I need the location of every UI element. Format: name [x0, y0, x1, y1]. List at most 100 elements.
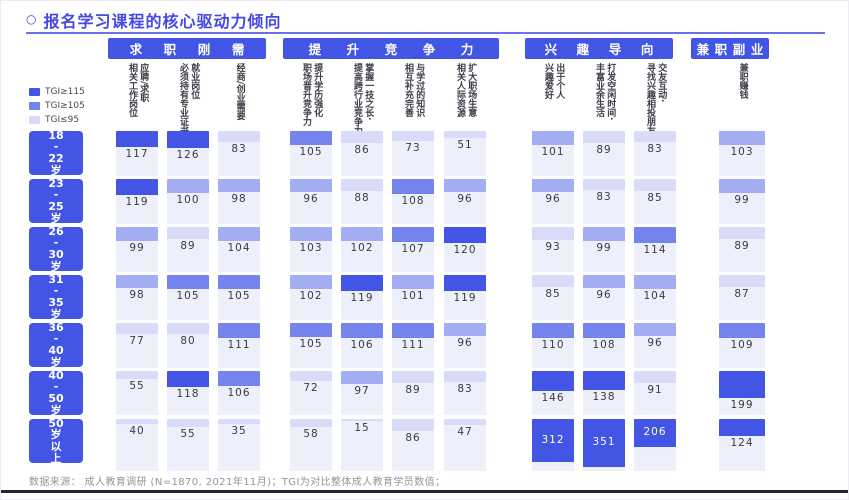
tgi-cell: 83 [444, 371, 486, 415]
tgi-value: 89 [180, 240, 196, 252]
tgi-cell: 96 [290, 179, 332, 224]
tgi-cell: 89 [392, 371, 434, 415]
tgi-value: 85 [545, 288, 561, 300]
tgi-value: 105 [299, 146, 323, 158]
tgi-value: 109 [730, 339, 754, 351]
tgi-value: 86 [405, 432, 421, 444]
tgi-bar [218, 131, 260, 142]
tgi-bar [392, 227, 434, 242]
tgi-cell: 85 [634, 179, 676, 224]
tgi-cell: 104 [634, 275, 676, 320]
tgi-value: 73 [405, 142, 421, 154]
tgi-cell: 98 [218, 179, 260, 224]
group-header-char: 业 [750, 42, 764, 57]
column-label-text: 兼职赚钱 [737, 63, 748, 99]
row-label: 50 岁 以 上 [29, 418, 83, 464]
tgi-value: 35 [231, 425, 247, 437]
tgi-value: 83 [647, 143, 663, 155]
tgi-value: 40 [129, 425, 145, 437]
column-label-text: 掌握一技之长· 提高跨行业竞争力 [352, 63, 374, 135]
group-header-char: 导 [608, 42, 622, 57]
tgi-bar [532, 179, 574, 192]
tgi-bar [634, 275, 676, 289]
row-label: 31 - 35 岁 [29, 274, 83, 320]
tgi-cell: 106 [218, 371, 260, 415]
tgi-bar [341, 227, 383, 241]
tgi-bar [583, 227, 625, 241]
tgi-value: 85 [647, 192, 663, 204]
group-header-char: 需 [231, 42, 245, 57]
tgi-cell: 99 [116, 227, 158, 272]
tgi-cell: 91 [634, 371, 676, 415]
tgi-cell: 114 [634, 227, 676, 272]
tgi-value: 99 [734, 194, 750, 206]
tgi-value: 80 [180, 335, 196, 347]
tgi-value: 96 [596, 289, 612, 301]
tgi-cell: 119 [116, 179, 158, 224]
tgi-bar [218, 179, 260, 192]
group-header-char: 兴 [544, 42, 558, 57]
group-header: 兼职副业 [691, 38, 769, 59]
column-label-text: 出于个人 兴趣爱好 [543, 63, 565, 99]
tgi-value: 101 [401, 290, 425, 302]
tgi-cell: 96 [583, 275, 625, 320]
tgi-bar [116, 419, 158, 424]
tgi-cell: 96 [444, 179, 486, 224]
column-label: 交友互动· 寻找兴趣相投朋友 [634, 63, 676, 135]
group-header: 求职刚需 [108, 38, 266, 59]
tgi-cell: 117 [116, 131, 158, 176]
tgi-value: 98 [129, 289, 145, 301]
tgi-value: 101 [541, 146, 565, 158]
tgi-bar [341, 323, 383, 338]
tgi-value: 89 [596, 144, 612, 156]
tgi-cell: 109 [719, 323, 765, 368]
legend-swatch [29, 102, 40, 110]
tgi-cell: 101 [392, 275, 434, 320]
tgi-bar [167, 323, 209, 334]
tgi-bar [290, 131, 332, 145]
column-label: 与学过的知识 相互补充完善 [392, 63, 434, 117]
column-label: 掌握一技之长· 提高跨行业竞争力 [341, 63, 383, 135]
row-label: 26 - 30 岁 [29, 226, 83, 272]
tgi-bar [583, 179, 625, 190]
column-label: 打发空闲时间· 丰富业余生活 [583, 63, 625, 120]
row-label: 40 - 50 岁 [29, 370, 83, 416]
tgi-bar [341, 179, 383, 191]
tgi-cell: 15 [341, 419, 383, 471]
tgi-cell: 98 [116, 275, 158, 320]
group-header: 兴趣导向 [525, 38, 673, 59]
tgi-bar [444, 131, 486, 138]
tgi-cell: 120 [444, 227, 486, 272]
tgi-cell: 206 [634, 419, 676, 471]
tgi-bar [634, 371, 676, 383]
tgi-bar [444, 371, 486, 382]
tgi-value: 96 [545, 193, 561, 205]
tgi-bar [583, 131, 625, 143]
tgi-cell: 146 [532, 371, 574, 415]
tgi-bar [116, 131, 158, 147]
legend-swatch [29, 88, 40, 96]
tgi-bar [719, 371, 765, 398]
tgi-value: 103 [730, 146, 754, 158]
group-header-char: 职 [163, 42, 177, 57]
tgi-cell: 111 [218, 323, 260, 368]
tgi-bar [116, 323, 158, 334]
tgi-value: 105 [176, 290, 200, 302]
tgi-bar [444, 275, 486, 291]
tgi-cell: 111 [392, 323, 434, 368]
column-label-text: 提升学历强化 职场晋升竞争力 [301, 63, 323, 126]
tgi-cell: 104 [218, 227, 260, 272]
tgi-value: 102 [350, 242, 374, 254]
tgi-value: 97 [354, 385, 370, 397]
tgi-value: 107 [401, 243, 425, 255]
tgi-cell: 126 [167, 131, 209, 176]
tgi-cell: 124 [719, 419, 765, 471]
tgi-cell: 97 [341, 371, 383, 415]
tgi-bar [583, 371, 625, 390]
tgi-bar [719, 275, 765, 287]
tgi-value: 103 [299, 242, 323, 254]
tgi-bar [444, 227, 486, 243]
tgi-cell: 40 [116, 419, 158, 471]
tgi-cell: 89 [719, 227, 765, 272]
row-label: 23 - 25 岁 [29, 178, 83, 224]
